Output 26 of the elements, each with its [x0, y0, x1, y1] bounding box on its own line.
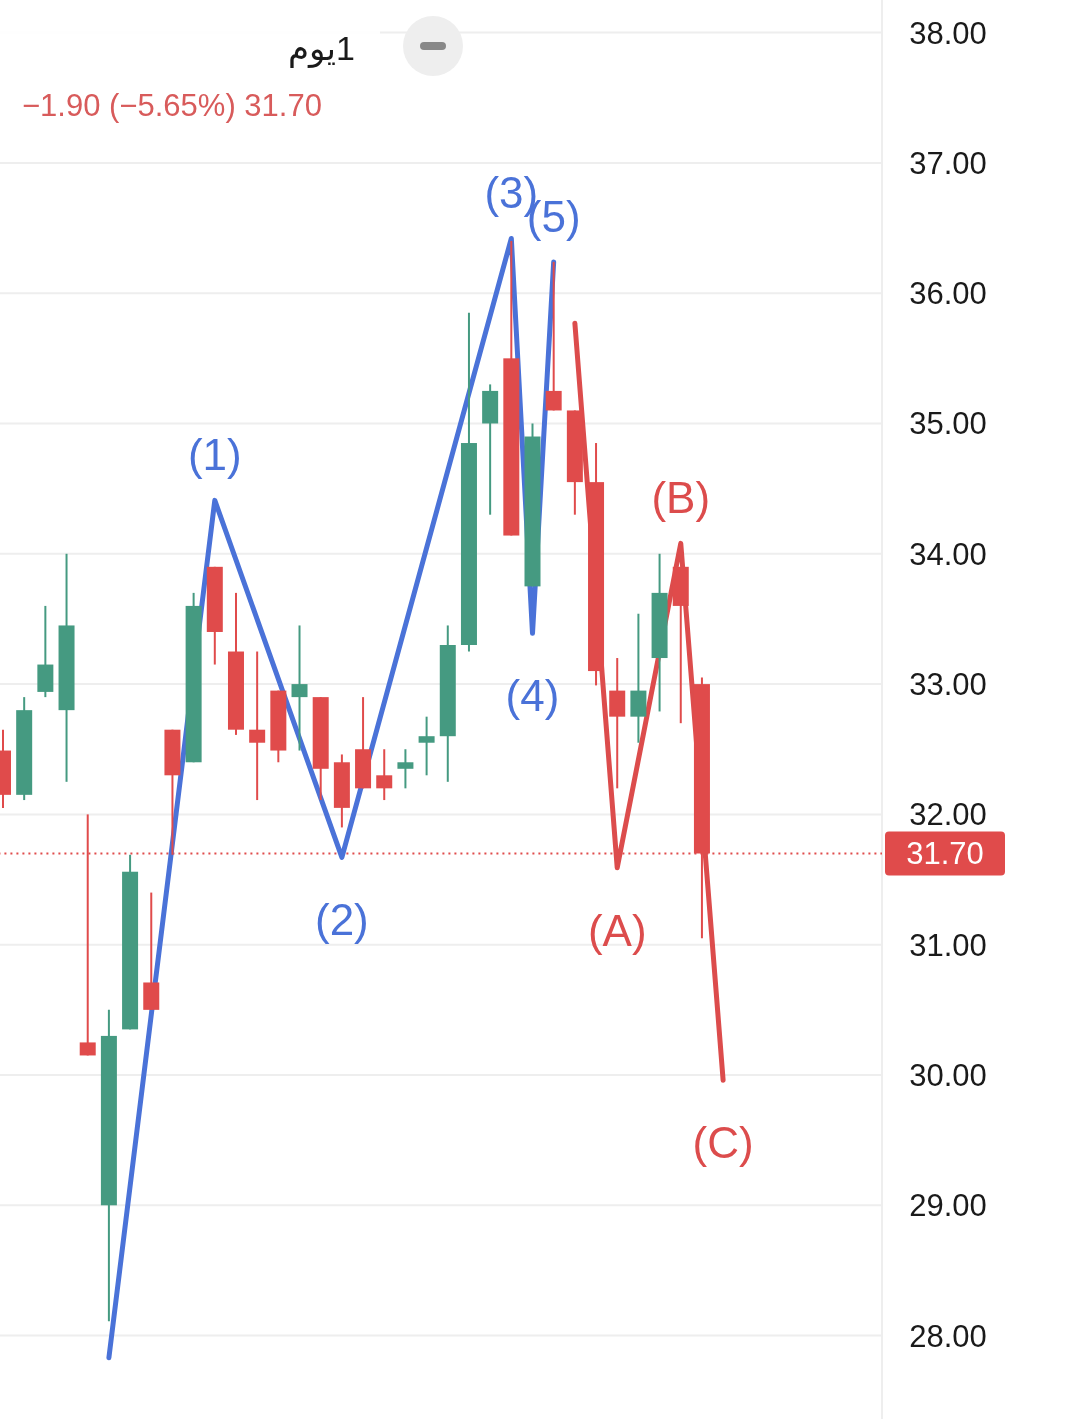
candlestick — [545, 260, 562, 412]
candlestick — [376, 748, 393, 802]
y-tick-label: 32.00 — [909, 797, 987, 833]
candlestick — [291, 624, 308, 752]
annotation: (B) — [651, 473, 711, 523]
candlestick — [249, 650, 266, 802]
candlestick — [418, 715, 435, 777]
y-tick-label: 29.00 — [909, 1188, 987, 1224]
y-tick-label: 30.00 — [909, 1058, 987, 1093]
candlestick — [397, 748, 414, 790]
annotation: (1) — [187, 430, 242, 480]
annotation: (4) — [505, 671, 560, 721]
y-tick-label: 36.00 — [909, 276, 987, 312]
y-tick-label: 37.00 — [909, 145, 987, 181]
y-tick-label: 33.00 — [909, 667, 987, 703]
annotation: (C) — [692, 1118, 754, 1168]
y-tick-label: 35.00 — [909, 406, 987, 442]
text: −1.90 (−5.65%) 31.70 — [22, 88, 322, 123]
ref-line-label: 31.70 — [906, 836, 984, 872]
y-tick-label: 38.00 — [909, 15, 987, 51]
y-tick-label: 34.00 — [909, 536, 987, 572]
annotation: (2) — [314, 895, 369, 945]
y-tick-label: 31.00 — [909, 927, 987, 963]
text: 1يوم — [288, 29, 355, 69]
y-tick-label: 28.00 — [909, 1318, 987, 1354]
annotation: (A) — [587, 905, 647, 955]
